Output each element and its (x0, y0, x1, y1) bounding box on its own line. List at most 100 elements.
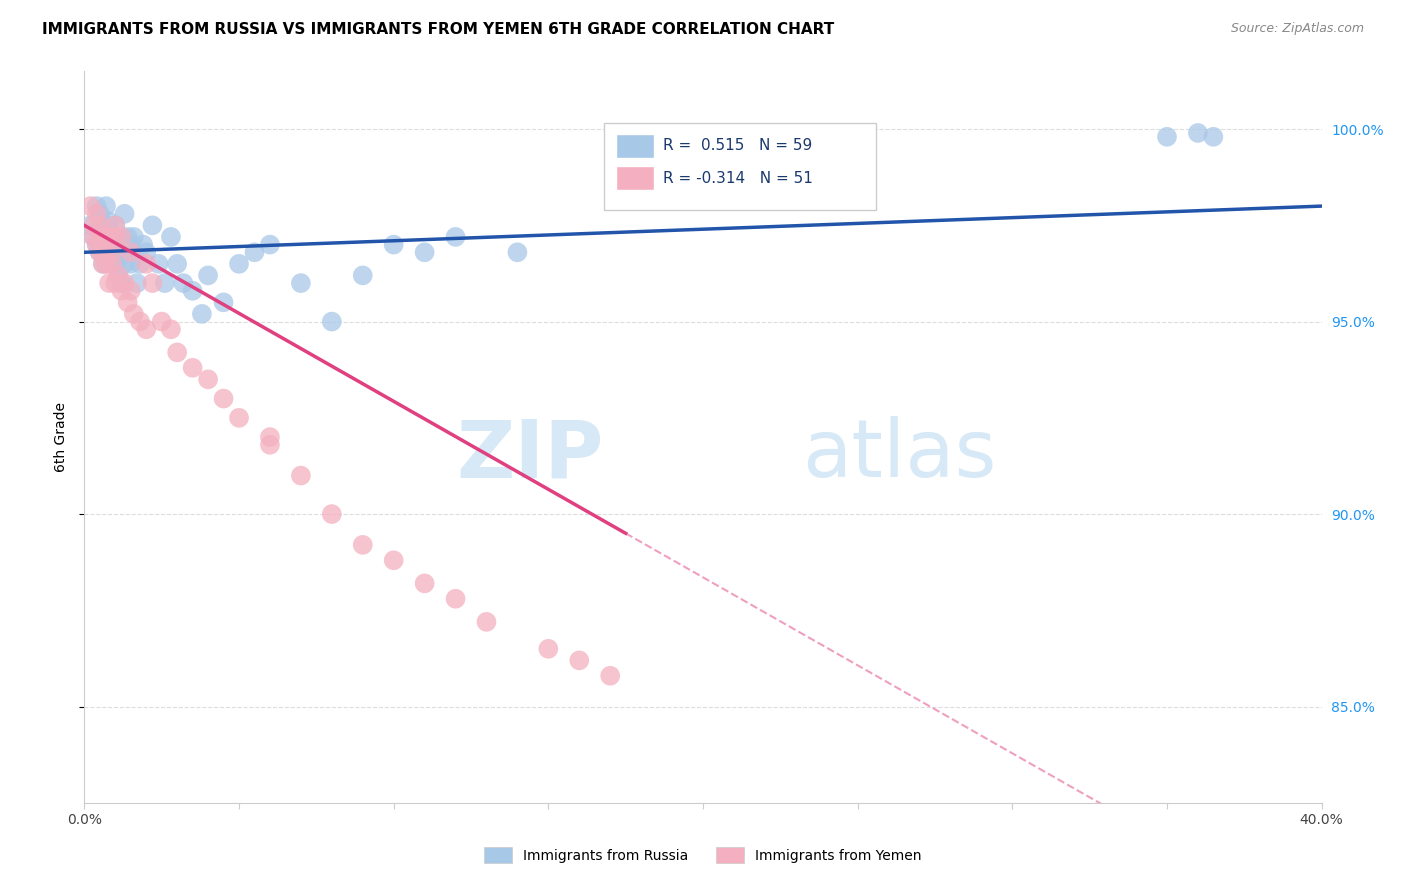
Point (89, 207, 111, 221)
Point (166, 345, 188, 359)
Point (94, 219, 117, 233)
Point (114, 207, 136, 221)
Point (110, 284, 132, 298)
Point (129, 257, 152, 271)
Point (98, 230, 121, 244)
Point (117, 230, 139, 244)
Text: Source: ZipAtlas.com: Source: ZipAtlas.com (1230, 22, 1364, 36)
Legend: Immigrants from Russia, Immigrants from Yemen: Immigrants from Russia, Immigrants from … (479, 842, 927, 869)
Point (259, 237, 281, 252)
Point (413, 576, 436, 591)
Point (83, 230, 105, 244)
Point (94, 237, 117, 252)
Point (132, 237, 155, 252)
Point (120, 257, 142, 271)
Point (321, 507, 343, 521)
Point (290, 276, 312, 290)
Point (129, 315, 152, 329)
Point (86, 199, 108, 213)
Point (98, 276, 121, 290)
Point (89, 245, 111, 260)
Point (352, 538, 374, 552)
Point (259, 438, 281, 452)
Point (104, 219, 127, 233)
Point (104, 230, 127, 244)
Point (94, 257, 117, 271)
Point (83, 219, 105, 233)
Point (104, 257, 127, 271)
Point (79, 219, 101, 233)
Point (181, 284, 204, 298)
Point (444, 230, 467, 244)
Point (212, 295, 235, 310)
Point (117, 245, 139, 260)
Point (475, 615, 498, 629)
Point (120, 245, 142, 260)
Point (166, 257, 188, 271)
Point (83, 230, 105, 244)
FancyBboxPatch shape (616, 167, 654, 190)
Point (91, 230, 114, 244)
Text: IMMIGRANTS FROM RUSSIA VS IMMIGRANTS FROM YEMEN 6TH GRADE CORRELATION CHART: IMMIGRANTS FROM RUSSIA VS IMMIGRANTS FRO… (42, 22, 834, 37)
Point (110, 230, 132, 244)
Point (160, 322, 183, 336)
Point (117, 295, 139, 310)
Point (382, 237, 405, 252)
Point (107, 245, 129, 260)
Point (259, 430, 281, 444)
Text: R =  0.515   N = 59: R = 0.515 N = 59 (664, 138, 813, 153)
Point (120, 237, 142, 252)
Point (122, 307, 145, 321)
Point (89, 230, 111, 244)
Point (91, 257, 114, 271)
Point (98, 214, 121, 228)
Point (86, 207, 108, 221)
Point (243, 245, 266, 260)
Point (104, 219, 127, 233)
Point (212, 392, 235, 406)
Point (141, 276, 163, 290)
Point (352, 268, 374, 283)
Point (91, 237, 114, 252)
Point (444, 591, 467, 606)
Point (86, 237, 108, 252)
Text: R = -0.314   N = 51: R = -0.314 N = 51 (664, 170, 813, 186)
Point (98, 245, 121, 260)
Point (135, 245, 157, 260)
FancyBboxPatch shape (605, 122, 876, 211)
Point (290, 468, 312, 483)
Point (114, 257, 136, 271)
Point (91, 257, 114, 271)
Point (107, 268, 129, 283)
Point (228, 410, 250, 425)
Point (321, 315, 343, 329)
Point (110, 230, 132, 244)
Point (94, 199, 117, 213)
Point (101, 257, 124, 271)
Point (110, 276, 132, 290)
Point (104, 230, 127, 244)
Point (94, 245, 117, 260)
Point (79, 199, 101, 213)
Point (172, 276, 194, 290)
Point (120, 284, 142, 298)
Y-axis label: 6th Grade: 6th Grade (53, 402, 67, 472)
Point (104, 245, 127, 260)
Text: ZIP: ZIP (457, 417, 605, 494)
Point (114, 276, 136, 290)
Point (413, 245, 436, 260)
Point (135, 257, 157, 271)
Point (197, 268, 219, 283)
Point (181, 360, 204, 375)
Point (89, 245, 111, 260)
Point (89, 219, 111, 233)
Point (568, 653, 591, 667)
FancyBboxPatch shape (616, 135, 654, 158)
Point (150, 315, 173, 329)
Point (98, 230, 121, 244)
Point (506, 245, 529, 260)
Point (101, 257, 124, 271)
Point (197, 372, 219, 386)
Point (86, 237, 108, 252)
Point (382, 553, 405, 567)
